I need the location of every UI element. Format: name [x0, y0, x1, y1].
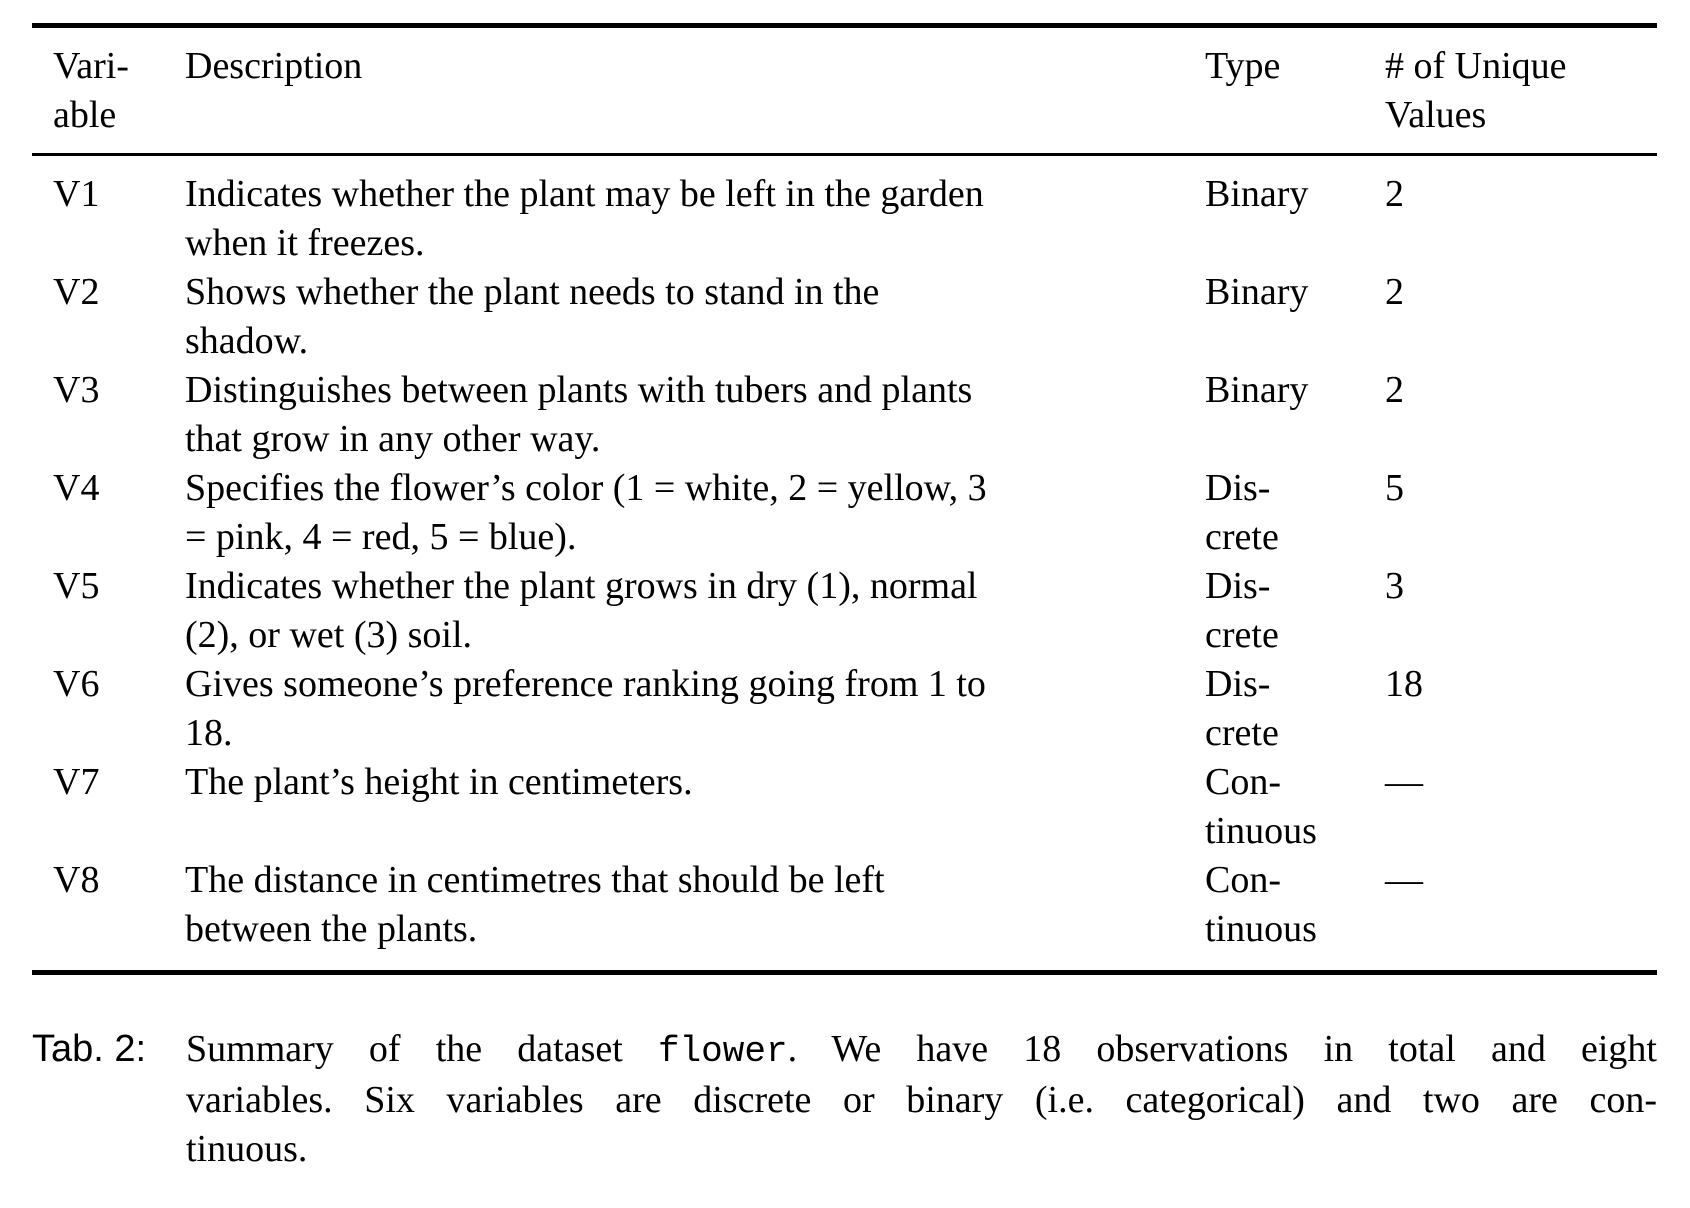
cell-type: Dis- crete: [1205, 565, 1279, 656]
cell-variable: V5: [53, 565, 100, 607]
header-unique-values: # of Unique Values: [1385, 25, 1657, 156]
cell-type: Binary: [1205, 173, 1309, 215]
table-row-v5: V5 Indicates whether the plant grows in …: [32, 562, 1657, 660]
cell-description: Gives someone’s preference ranking going…: [185, 663, 986, 754]
cell-type: Binary: [1205, 369, 1309, 411]
cell-type: Con- tinuous: [1205, 859, 1317, 950]
caption-text-after-code: . We have 18 observations in total and e…: [787, 1028, 1657, 1070]
cell-description: Indicates whether the plant grows in dry…: [185, 565, 978, 656]
table-row-v2: V2 Shows whether the plant needs to stan…: [32, 268, 1657, 366]
table-row-v8: V8 The distance in centimetres that shou…: [32, 856, 1657, 973]
caption-line-1: Summary of the dataset flower. We have 1…: [186, 1025, 1657, 1076]
cell-variable: V4: [53, 467, 100, 509]
cell-description: Indicates whether the plant may be left …: [185, 173, 984, 264]
cell-description: The distance in centimetres that should …: [185, 859, 885, 950]
table-row-v3: V3 Distinguishes between plants with tub…: [32, 366, 1657, 464]
cell-variable: V3: [53, 369, 100, 411]
table-body: V1 Indicates whether the plant may be le…: [32, 155, 1657, 973]
table-caption: Tab. 2: Summary of the dataset flower. W…: [32, 1025, 1657, 1174]
cell-variable: V1: [53, 173, 100, 215]
caption-text-before-code: Summary of the dataset: [186, 1028, 658, 1070]
dataset-name-code: flower: [657, 1031, 788, 1072]
table-row-v6: V6 Gives someone’s preference ranking go…: [32, 660, 1657, 758]
cell-description: The plant’s height in centimeters.: [185, 761, 693, 803]
cell-unique-values: 2: [1385, 271, 1404, 313]
caption-label: Tab. 2:: [32, 1028, 147, 1070]
variable-summary-table: Vari- able Description Type # of Unique …: [32, 23, 1657, 975]
cell-unique-values: —: [1385, 761, 1423, 803]
caption-text: Summary of the dataset flower. We have 1…: [186, 1025, 1657, 1174]
cell-type: Binary: [1205, 271, 1309, 313]
cell-type: Dis- crete: [1205, 467, 1279, 558]
header-description: Description: [185, 25, 1205, 156]
header-variable: Vari- able: [32, 25, 185, 156]
cell-unique-values: 2: [1385, 173, 1404, 215]
table-row-v1: V1 Indicates whether the plant may be le…: [32, 155, 1657, 269]
cell-unique-values: 2: [1385, 369, 1404, 411]
cell-variable: V8: [53, 859, 100, 901]
cell-type: Dis- crete: [1205, 663, 1279, 754]
cell-unique-values: 5: [1385, 467, 1404, 509]
cell-description: Distinguishes between plants with tubers…: [185, 369, 973, 460]
header-type: Type: [1205, 25, 1385, 156]
document-page: Vari- able Description Type # of Unique …: [32, 23, 1657, 1174]
cell-description: Specifies the flower’s color (1 = white,…: [185, 467, 987, 558]
table-header: Vari- able Description Type # of Unique …: [32, 25, 1657, 156]
caption-line-2: variables. Six variables are discrete or…: [186, 1079, 1657, 1121]
cell-variable: V7: [53, 761, 100, 803]
cell-variable: V6: [53, 663, 100, 705]
cell-variable: V2: [53, 271, 100, 313]
caption-line-3: tinuous.: [186, 1128, 308, 1170]
cell-unique-values: 18: [1385, 663, 1423, 705]
cell-unique-values: 3: [1385, 565, 1404, 607]
cell-unique-values: —: [1385, 859, 1423, 901]
cell-type: Con- tinuous: [1205, 761, 1317, 852]
cell-description: Shows whether the plant needs to stand i…: [185, 271, 880, 362]
table-row-v4: V4 Specifies the flower’s color (1 = whi…: [32, 464, 1657, 562]
table-row-v7: V7 The plant’s height in centimeters. Co…: [32, 758, 1657, 856]
header-row: Vari- able Description Type # of Unique …: [32, 25, 1657, 156]
